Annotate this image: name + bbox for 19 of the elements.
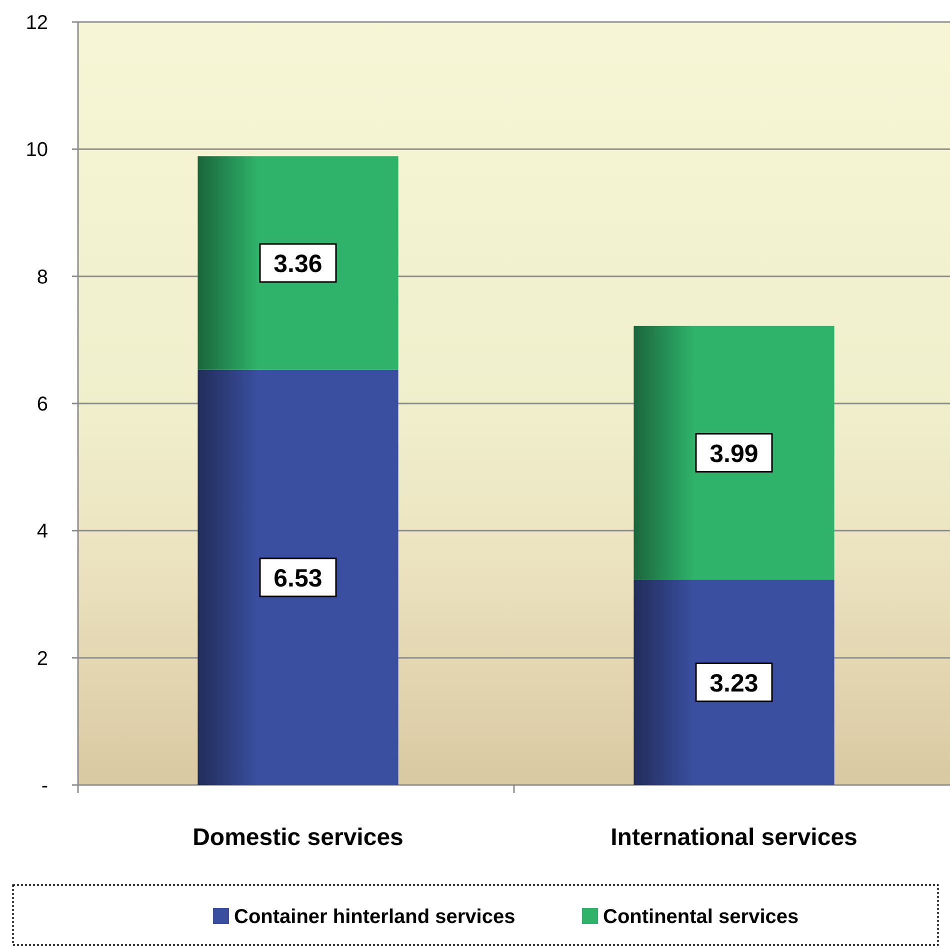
y-tick-label: 12 (26, 12, 48, 34)
data-label: 3.36 (274, 250, 322, 278)
y-tick-label: 10 (26, 139, 48, 162)
bar (198, 370, 398, 785)
data-label: 3.23 (710, 669, 758, 698)
bar (634, 326, 834, 580)
x-tick-label: International services (610, 824, 858, 851)
legend-label: Container hinterland services (234, 906, 516, 928)
y-tick-label: 6 (36, 394, 48, 416)
bar (634, 580, 834, 785)
bar (198, 156, 398, 370)
y-tick-label: 4 (36, 520, 48, 543)
y-tick-label: - (41, 775, 48, 797)
y-tick-label: 8 (36, 266, 48, 288)
data-label: 3.99 (710, 440, 758, 468)
data-label: 6.53 (274, 564, 322, 592)
x-tick-label: Domestic services (192, 824, 404, 851)
legend-label: Continental services (603, 906, 799, 928)
y-tick-label: 2 (36, 648, 48, 670)
